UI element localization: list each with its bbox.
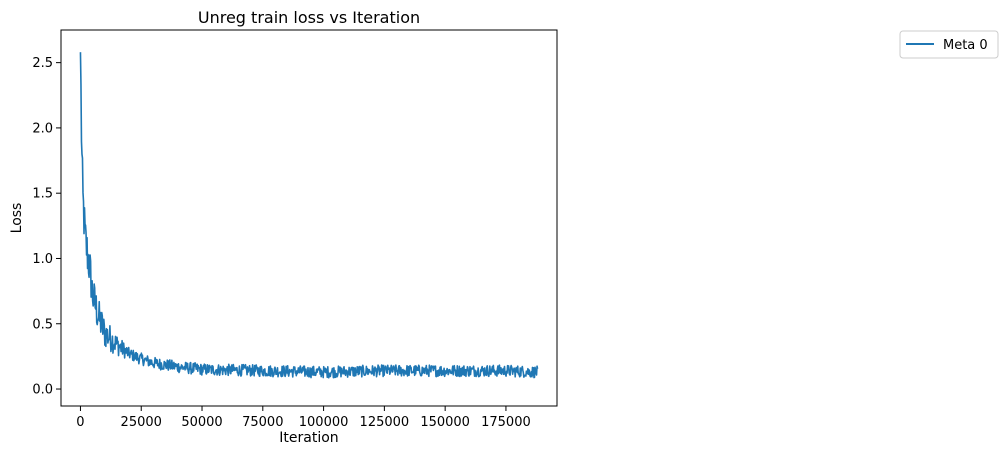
x-tick-label: 75000 (242, 415, 283, 430)
x-tick-label: 0 (76, 415, 84, 430)
y-tick-label: 2.0 (32, 121, 53, 136)
y-axis-ticks: 0.0 0.5 1.0 1.5 2.0 2.5 (32, 56, 61, 398)
x-tick-label: 150000 (420, 415, 470, 430)
x-tick-label: 175000 (481, 415, 531, 430)
series-line-meta-0 (79, 52, 539, 379)
x-axis-label: Iteration (279, 430, 338, 446)
x-tick-label: 100000 (299, 415, 349, 430)
x-axis-ticks: 0 25000 50000 75000 100000 125000 150000 175000 (76, 406, 531, 430)
legend-entry-meta-0: Meta 0 (943, 38, 988, 53)
plot-area-frame (60, 29, 558, 407)
x-tick-label: 50000 (181, 415, 222, 430)
legend: Meta 0 (899, 30, 999, 59)
legend-box (899, 30, 999, 59)
y-axis-label: Loss (9, 203, 25, 234)
series-layer (79, 52, 539, 379)
chart-title: Unreg train loss vs Iteration (198, 8, 420, 27)
y-tick-label: 1.5 (32, 187, 53, 202)
y-tick-label: 0.0 (32, 383, 53, 398)
x-tick-label: 25000 (121, 415, 162, 430)
y-tick-label: 2.5 (32, 56, 53, 71)
y-tick-label: 0.5 (32, 317, 53, 332)
x-tick-label: 125000 (360, 415, 410, 430)
y-tick-label: 1.0 (32, 252, 53, 267)
